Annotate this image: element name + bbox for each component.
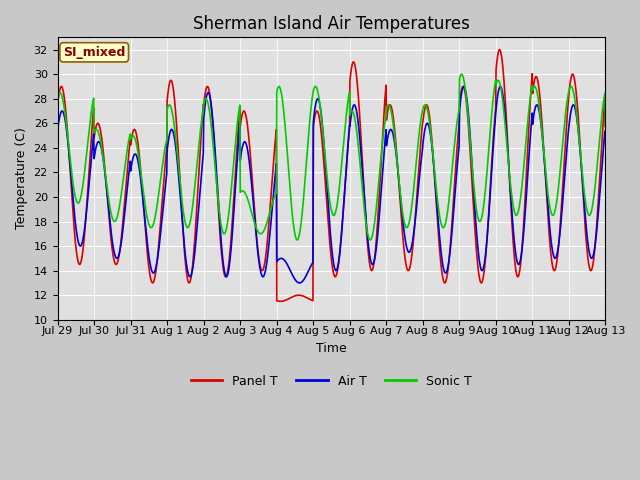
Panel T <box>162 152 170 158</box>
Air T <box>237 155 244 160</box>
Sonic T <box>54 94 61 100</box>
Air T <box>488 159 496 165</box>
Air T <box>54 128 61 133</box>
Panel T <box>602 123 609 129</box>
Sonic T <box>162 140 170 146</box>
Title: Sherman Island Air Temperatures: Sherman Island Air Temperatures <box>193 15 470 33</box>
Y-axis label: Temperature (C): Temperature (C) <box>15 128 28 229</box>
Sonic T <box>537 119 545 125</box>
Sonic T <box>458 72 465 77</box>
Air T <box>162 177 170 183</box>
Panel T <box>537 106 545 112</box>
Panel T <box>417 140 424 146</box>
Panel T <box>54 102 61 108</box>
Air T <box>602 138 609 144</box>
Air T <box>497 84 504 89</box>
Sonic T <box>366 237 374 243</box>
Line: Sonic T: Sonic T <box>58 74 605 240</box>
Sonic T <box>175 172 183 178</box>
Panel T <box>488 152 496 157</box>
Sonic T <box>489 101 497 107</box>
Panel T <box>276 299 284 304</box>
Air T <box>417 162 424 168</box>
Air T <box>175 182 183 188</box>
Air T <box>296 280 303 286</box>
Sonic T <box>602 124 609 130</box>
Line: Air T: Air T <box>58 86 605 283</box>
Text: SI_mixed: SI_mixed <box>63 46 125 59</box>
Sonic T <box>237 189 244 195</box>
Panel T <box>237 120 244 126</box>
Sonic T <box>417 118 424 124</box>
Line: Panel T: Panel T <box>58 49 605 301</box>
Panel T <box>495 47 503 52</box>
Air T <box>537 120 545 126</box>
X-axis label: Time: Time <box>316 342 347 355</box>
Legend: Panel T, Air T, Sonic T: Panel T, Air T, Sonic T <box>186 370 477 393</box>
Panel T <box>175 167 183 173</box>
